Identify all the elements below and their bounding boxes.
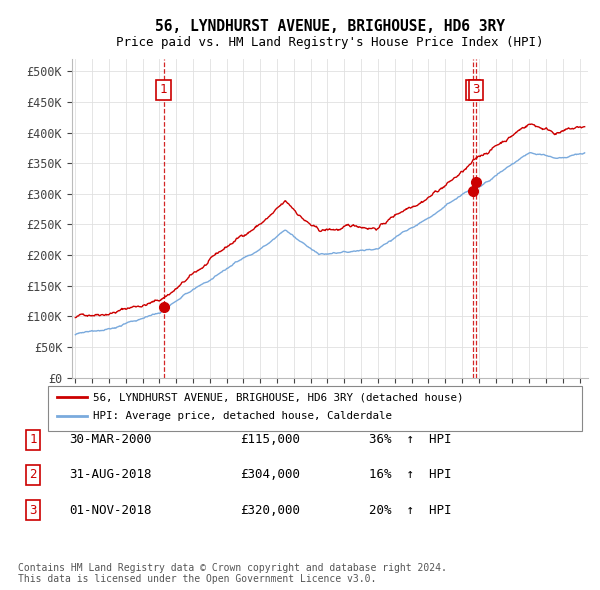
Text: Contains HM Land Registry data © Crown copyright and database right 2024.: Contains HM Land Registry data © Crown c… (18, 563, 447, 572)
Text: 56, LYNDHURST AVENUE, BRIGHOUSE, HD6 3RY (detached house): 56, LYNDHURST AVENUE, BRIGHOUSE, HD6 3RY… (93, 392, 464, 402)
Text: 1: 1 (160, 83, 167, 96)
Text: 31-AUG-2018: 31-AUG-2018 (69, 468, 151, 481)
Text: 2: 2 (469, 83, 477, 96)
Text: 1: 1 (29, 433, 37, 446)
Text: 36%  ↑  HPI: 36% ↑ HPI (369, 433, 452, 446)
Text: 3: 3 (29, 504, 37, 517)
Text: HPI: Average price, detached house, Calderdale: HPI: Average price, detached house, Cald… (93, 411, 392, 421)
Text: This data is licensed under the Open Government Licence v3.0.: This data is licensed under the Open Gov… (18, 575, 376, 584)
Text: Price paid vs. HM Land Registry's House Price Index (HPI): Price paid vs. HM Land Registry's House … (116, 36, 544, 49)
Text: 20%  ↑  HPI: 20% ↑ HPI (369, 504, 452, 517)
Text: 16%  ↑  HPI: 16% ↑ HPI (369, 468, 452, 481)
Text: 3: 3 (472, 83, 480, 96)
Text: £320,000: £320,000 (240, 504, 300, 517)
Text: 30-MAR-2000: 30-MAR-2000 (69, 433, 151, 446)
Text: 01-NOV-2018: 01-NOV-2018 (69, 504, 151, 517)
Text: 56, LYNDHURST AVENUE, BRIGHOUSE, HD6 3RY: 56, LYNDHURST AVENUE, BRIGHOUSE, HD6 3RY (155, 19, 505, 34)
Text: £115,000: £115,000 (240, 433, 300, 446)
Text: £304,000: £304,000 (240, 468, 300, 481)
Text: 2: 2 (29, 468, 37, 481)
